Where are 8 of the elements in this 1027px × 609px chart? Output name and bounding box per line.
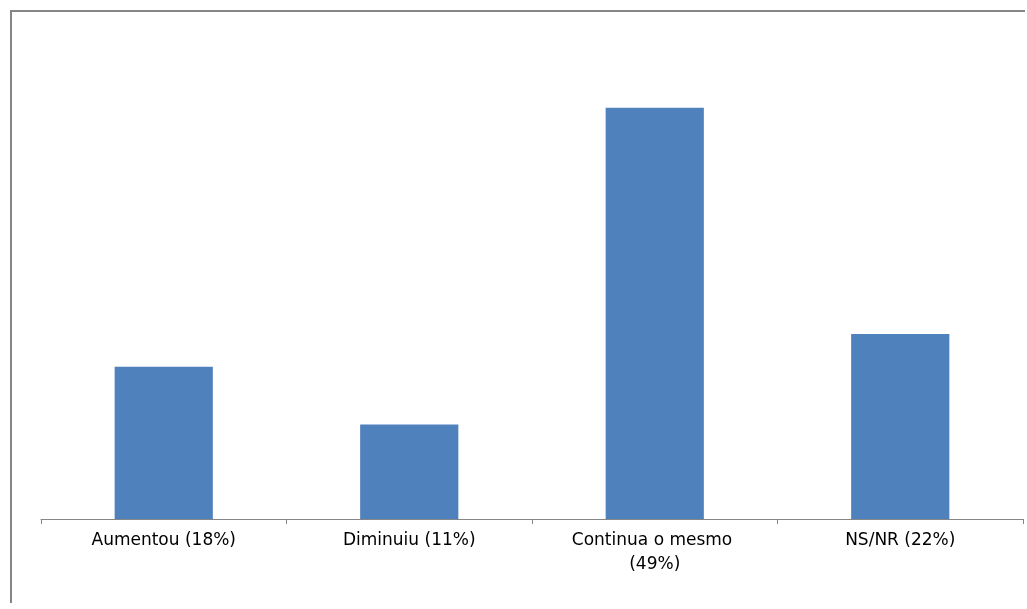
bar bbox=[114, 366, 213, 519]
x-tick-label: Aumentou (18%) bbox=[91, 529, 236, 549]
bar bbox=[851, 333, 950, 519]
x-tick-label: Continua o mesmo (49%) bbox=[571, 529, 738, 573]
x-tick-label: NS/NR (22%) bbox=[845, 529, 956, 549]
bar bbox=[360, 424, 459, 519]
x-tick-label: Diminuiu (11%) bbox=[342, 529, 476, 549]
bar bbox=[605, 107, 704, 519]
